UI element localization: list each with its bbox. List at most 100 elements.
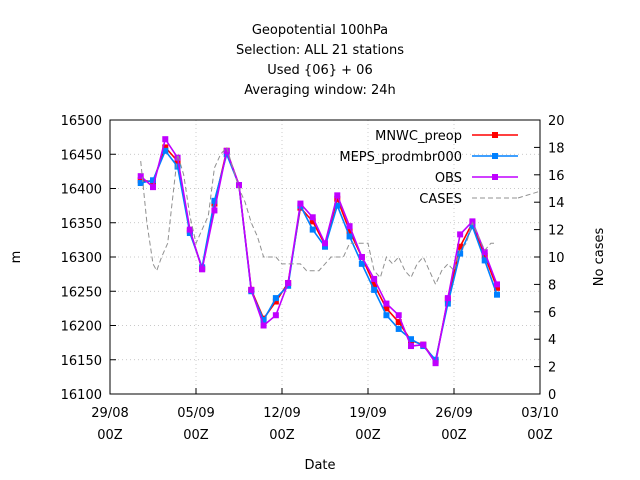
series-point-meps-prodmbr000	[469, 223, 476, 230]
y-tick-label: 16350	[61, 217, 102, 232]
x-tick-label-date: 29/08	[91, 406, 128, 421]
x-axis: 29/08 00Z 05/09 00Z 12/09 00Z 19/09 00Z 26/09 00Z…	[91, 388, 559, 443]
series-point-meps-prodmbr000	[137, 180, 144, 187]
legend-marker-obs	[492, 174, 498, 180]
legend-label-mnwc-preop: MNWC_preop	[375, 129, 462, 144]
series-point-mnwc-preop	[371, 281, 378, 288]
series-point-obs	[309, 214, 316, 221]
legend-marker-meps-prodmbr000	[492, 153, 498, 159]
x-tick-label-hour: 00Z	[269, 428, 295, 443]
y2-tick-label: 4	[548, 333, 556, 348]
series-point-meps-prodmbr000	[211, 197, 218, 204]
series-point-obs	[383, 300, 390, 307]
series-point-meps-prodmbr000	[358, 260, 365, 267]
series-point-meps-prodmbr000	[334, 202, 341, 209]
series-point-mnwc-preop	[457, 243, 464, 250]
title-line: Averaging window: 24h	[244, 83, 396, 98]
series-point-mnwc-preop	[395, 319, 402, 326]
x-tick-label-hour: 00Z	[183, 428, 209, 443]
x-tick-label-date: 12/09	[263, 406, 300, 421]
title-line: Used {06} + 06	[267, 63, 372, 78]
series-point-meps-prodmbr000	[309, 226, 316, 233]
x-tick-label-date: 19/09	[349, 406, 386, 421]
series-line-obs	[140, 137, 498, 366]
legend-label-obs: OBS	[435, 171, 462, 186]
series-point-meps-prodmbr000	[162, 147, 169, 154]
series-point-obs	[297, 200, 304, 207]
series-point-obs	[358, 254, 365, 260]
series-point-mnwc-preop	[162, 144, 169, 151]
title-line: Geopotential 100hPa	[252, 23, 388, 38]
series-point-obs	[236, 182, 242, 189]
series-point-mnwc-preop	[383, 305, 390, 312]
series-point-obs	[322, 240, 328, 247]
y2-tick-label: 20	[548, 114, 565, 129]
series-point-meps-prodmbr000	[494, 291, 500, 298]
x-tick-label-date: 26/09	[435, 406, 472, 421]
series-point-mnwc-preop	[334, 195, 341, 202]
series-point-obs	[150, 184, 156, 191]
legend-swatch-tail-cases	[517, 190, 541, 199]
series-point-mnwc-preop	[309, 218, 316, 225]
series-point-obs	[420, 341, 427, 348]
x-tick-label-date: 03/10	[521, 406, 558, 421]
y2-tick-label: 16	[548, 169, 565, 184]
series-point-obs	[346, 223, 353, 230]
legend: MNWC_preop MEPS_prodmbr000 OBS CASES	[339, 129, 541, 207]
x-tick-label-hour: 00Z	[527, 428, 553, 443]
series-point-obs	[137, 173, 144, 180]
series-point-obs	[248, 286, 255, 293]
series-point-meps-prodmbr000	[383, 312, 390, 319]
y2-tick-label: 12	[548, 224, 565, 239]
series-point-meps-prodmbr000	[174, 163, 181, 170]
title-line: Selection: ALL 21 stations	[236, 43, 404, 58]
series-point-obs	[457, 231, 464, 238]
y-axis: 16100 16150 16200 16250 16300 16350 16400 16450…	[61, 114, 116, 403]
series-point-obs	[444, 295, 451, 302]
y2-tick-label: 18	[548, 141, 565, 156]
y-tick-label: 16150	[61, 354, 102, 369]
legend-label-meps-prodmbr000: MEPS_prodmbr000	[339, 150, 462, 165]
series-point-obs	[272, 312, 279, 319]
series-point-obs	[260, 322, 267, 329]
series-point-meps-prodmbr000	[371, 286, 378, 293]
series-point-meps-prodmbr000	[346, 233, 353, 240]
series-point-obs	[408, 343, 414, 350]
x-axis-label: Date	[304, 458, 335, 473]
grid-lines	[110, 120, 540, 394]
series-point-mnwc-preop	[481, 252, 488, 259]
y-tick-label: 16450	[61, 148, 102, 163]
y2-axis: 0 2 4 6 8 10 12 14 16 18 20	[534, 114, 565, 403]
series-line-cases	[140, 146, 497, 286]
x-tick-label-date: 05/09	[177, 406, 214, 421]
series-point-meps-prodmbr000	[186, 230, 193, 237]
series-point-obs	[223, 147, 230, 154]
series-point-obs	[469, 218, 476, 225]
series-group	[137, 136, 500, 367]
y2-tick-label: 6	[548, 306, 556, 321]
y-tick-label: 16100	[61, 388, 102, 403]
y-tick-label: 16400	[61, 183, 102, 198]
series-point-meps-prodmbr000	[481, 257, 488, 264]
series-point-meps-prodmbr000	[260, 317, 267, 324]
series-point-mnwc-preop	[346, 227, 353, 234]
series-point-obs	[494, 281, 500, 288]
y-tick-label: 16200	[61, 320, 102, 335]
y-tick-label: 16250	[61, 285, 102, 300]
series-point-obs	[199, 266, 206, 273]
y2-tick-label: 8	[548, 278, 556, 293]
series-point-obs	[371, 275, 378, 282]
series-point-obs	[162, 136, 169, 143]
chart-titles: Geopotential 100hPa Selection: ALL 21 sta…	[236, 23, 404, 98]
series-point-meps-prodmbr000	[444, 300, 451, 307]
series-point-obs	[285, 280, 292, 287]
series-point-obs	[432, 360, 439, 367]
y2-axis-label: No cases	[592, 228, 607, 287]
series-point-obs	[211, 207, 218, 214]
x-tick-label-hour: 00Z	[97, 428, 123, 443]
x-tick-label-hour: 00Z	[355, 428, 381, 443]
series-point-meps-prodmbr000	[150, 177, 156, 184]
y-tick-label: 16300	[61, 251, 102, 266]
series-point-mnwc-preop	[272, 298, 279, 305]
